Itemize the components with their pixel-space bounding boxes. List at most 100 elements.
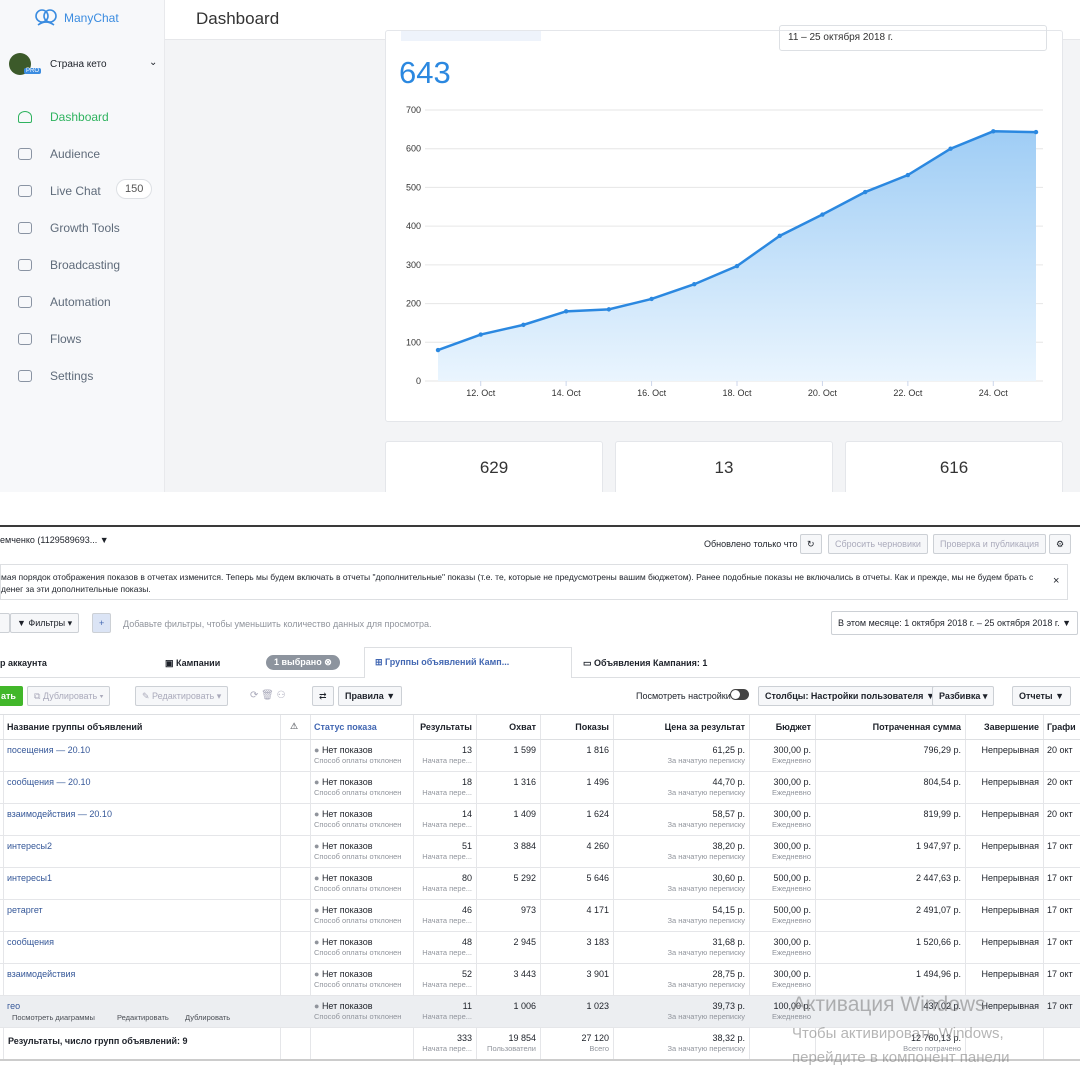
column-header[interactable]: Охват (509, 722, 536, 732)
date-range-label[interactable]: В этом месяце: 1 октября 2018 г. – 25 ок… (838, 618, 1060, 628)
close-button[interactable]: × (1053, 575, 1060, 587)
toolbar-icons[interactable]: ⟳ 🗑 ⚇ (250, 690, 286, 701)
total-results: 333 (456, 1033, 472, 1043)
cell-name[interactable]: гео (7, 1001, 21, 1011)
cell-impressions: 1 624 (586, 809, 609, 819)
point (905, 172, 911, 178)
publish-button[interactable]: Проверка и публикация (933, 534, 1047, 554)
reset-button[interactable]: Сбросить черновики (828, 534, 928, 554)
cell-note: Способ оплаты отклонен (314, 852, 402, 861)
cell-note: Ежедневно (771, 948, 811, 957)
rules-label[interactable]: Правила (345, 691, 384, 701)
tab-active[interactable]: ⊞ Группы объявлений Камп... (364, 647, 572, 678)
row-action[interactable]: Посмотреть диаграммы (12, 1013, 95, 1022)
tab[interactable]: ▭ Объявления Кампания: 1 (583, 658, 708, 668)
cell-end: Непрерывная (981, 905, 1040, 915)
cell-note: За начатую переписку (667, 820, 745, 829)
cell-budget: 300,00 р. (773, 937, 811, 947)
row-action[interactable]: Редактировать (117, 1013, 169, 1022)
nav-item[interactable]: Live Chat (50, 184, 101, 198)
date-range[interactable]: В этом месяце: 1 октября 2018 г. – 25 ок… (831, 611, 1079, 635)
column-header[interactable]: Статус показа (314, 722, 377, 732)
date-picker[interactable]: 11 – 25 октября 2018 г. (779, 25, 1047, 51)
filters-button[interactable]: ▼ Фильтры ▾ (10, 613, 80, 633)
filters-label[interactable]: Фильтры (28, 618, 66, 628)
breakdown-label[interactable]: Разбивка (939, 691, 981, 701)
cell-note: Способ оплаты отклонен (314, 980, 402, 989)
row-action[interactable]: Дублировать (185, 1013, 231, 1022)
ab-button[interactable]: ⇄ (312, 686, 334, 706)
table-row[interactable]: взаимодействия — 20.10 Нет показовСпособ … (0, 804, 1080, 836)
total-value: 643 (399, 55, 451, 90)
add-filter[interactable]: + (92, 613, 112, 633)
breakdown-button[interactable]: Разбивка ▾ (932, 686, 995, 706)
column-header[interactable]: Показы (575, 722, 609, 732)
nav-item[interactable]: Settings (50, 369, 94, 383)
rules-button[interactable]: Правила ▼ (338, 686, 403, 706)
nav-item[interactable]: Growth Tools (50, 221, 120, 235)
cell-budget: 500,00 р. (773, 905, 811, 915)
nav-item[interactable]: Broadcasting (50, 258, 121, 272)
columns-button[interactable]: Столбцы: Настройки пользователя ▼ (758, 686, 942, 706)
tab-label[interactable]: Кампании (176, 658, 221, 668)
point (948, 146, 953, 151)
reports-button[interactable]: Отчеты ▼ (1012, 686, 1072, 706)
filter-left[interactable] (0, 613, 10, 633)
account-name[interactable]: емченко (1129589693... (0, 535, 98, 545)
duplicate-button[interactable]: ⧉ Дублировать ▾ (27, 686, 111, 706)
cell-name[interactable]: сообщения (7, 937, 54, 947)
total-note: Начата пере... (422, 1044, 472, 1053)
nav-icon (18, 148, 32, 160)
tab[interactable]: р аккаунта (0, 658, 47, 668)
tab-label[interactable]: Объявления Кампания: 1 (594, 658, 708, 668)
duplicate-label[interactable]: Дублировать (42, 691, 98, 701)
create-button[interactable]: ать (0, 686, 23, 706)
view-settings[interactable]: Посмотреть настройки (636, 691, 731, 701)
nav-item[interactable]: Dashboard (50, 110, 109, 124)
tab-label[interactable]: Группы объявлений Камп... (385, 657, 510, 667)
cell-schedule: 17 окт (1047, 841, 1073, 851)
tab[interactable]: ▣ Кампании (165, 658, 221, 668)
edit-label[interactable]: Редактировать (152, 691, 215, 701)
column-header[interactable]: Графи (1047, 722, 1076, 732)
column-header[interactable]: Результаты (420, 722, 472, 732)
cell-name[interactable]: сообщения — 20.10 (7, 777, 91, 787)
column-header[interactable]: Потраченная сумма (872, 722, 961, 732)
cell-name[interactable]: интересы2 (7, 841, 53, 851)
column-header[interactable]: Бюджет (775, 722, 811, 732)
edit-button[interactable]: ✎ Редактировать ▾ (135, 686, 229, 706)
refresh-button[interactable]: ↻ (800, 534, 822, 554)
settings-button[interactable]: ⚙ (1049, 534, 1072, 554)
cell-name[interactable]: интересы1 (7, 873, 53, 883)
page-name[interactable]: Страна кето (50, 59, 107, 70)
toggle[interactable] (730, 689, 749, 700)
area (438, 131, 1036, 381)
dropdown-arrow[interactable]: ⌄ (149, 57, 158, 68)
stat-card: 616 (845, 441, 1063, 492)
column-header[interactable]: Цена за результат (664, 722, 745, 732)
column-header[interactable]: Завершение (983, 722, 1039, 732)
reports-label[interactable]: Отчеты (1019, 691, 1053, 701)
account-selector[interactable]: емченко (1129589693... ▼ (0, 535, 109, 545)
x-tick-label: 24. Oct (979, 388, 1009, 398)
cell-name[interactable]: взаимодействия — 20.10 (7, 809, 112, 819)
cell-name[interactable]: ретаргет (7, 905, 43, 915)
columns-label[interactable]: Столбцы: Настройки пользователя (765, 691, 924, 701)
selected-label[interactable]: 1 выбрано (274, 657, 322, 667)
nav-item[interactable]: Automation (50, 295, 111, 309)
selected-pill[interactable]: 1 выбрано ⊗ (266, 655, 340, 670)
column-header[interactable]: Название группы объявлений (7, 722, 143, 732)
nav-item[interactable]: Audience (50, 147, 101, 161)
nav-item[interactable]: Flows (50, 332, 82, 346)
cell-name[interactable]: взаимодействия (7, 969, 76, 979)
cell-name[interactable]: посещения — 20.10 (7, 745, 91, 755)
cell-note: Начата пере... (422, 916, 472, 925)
